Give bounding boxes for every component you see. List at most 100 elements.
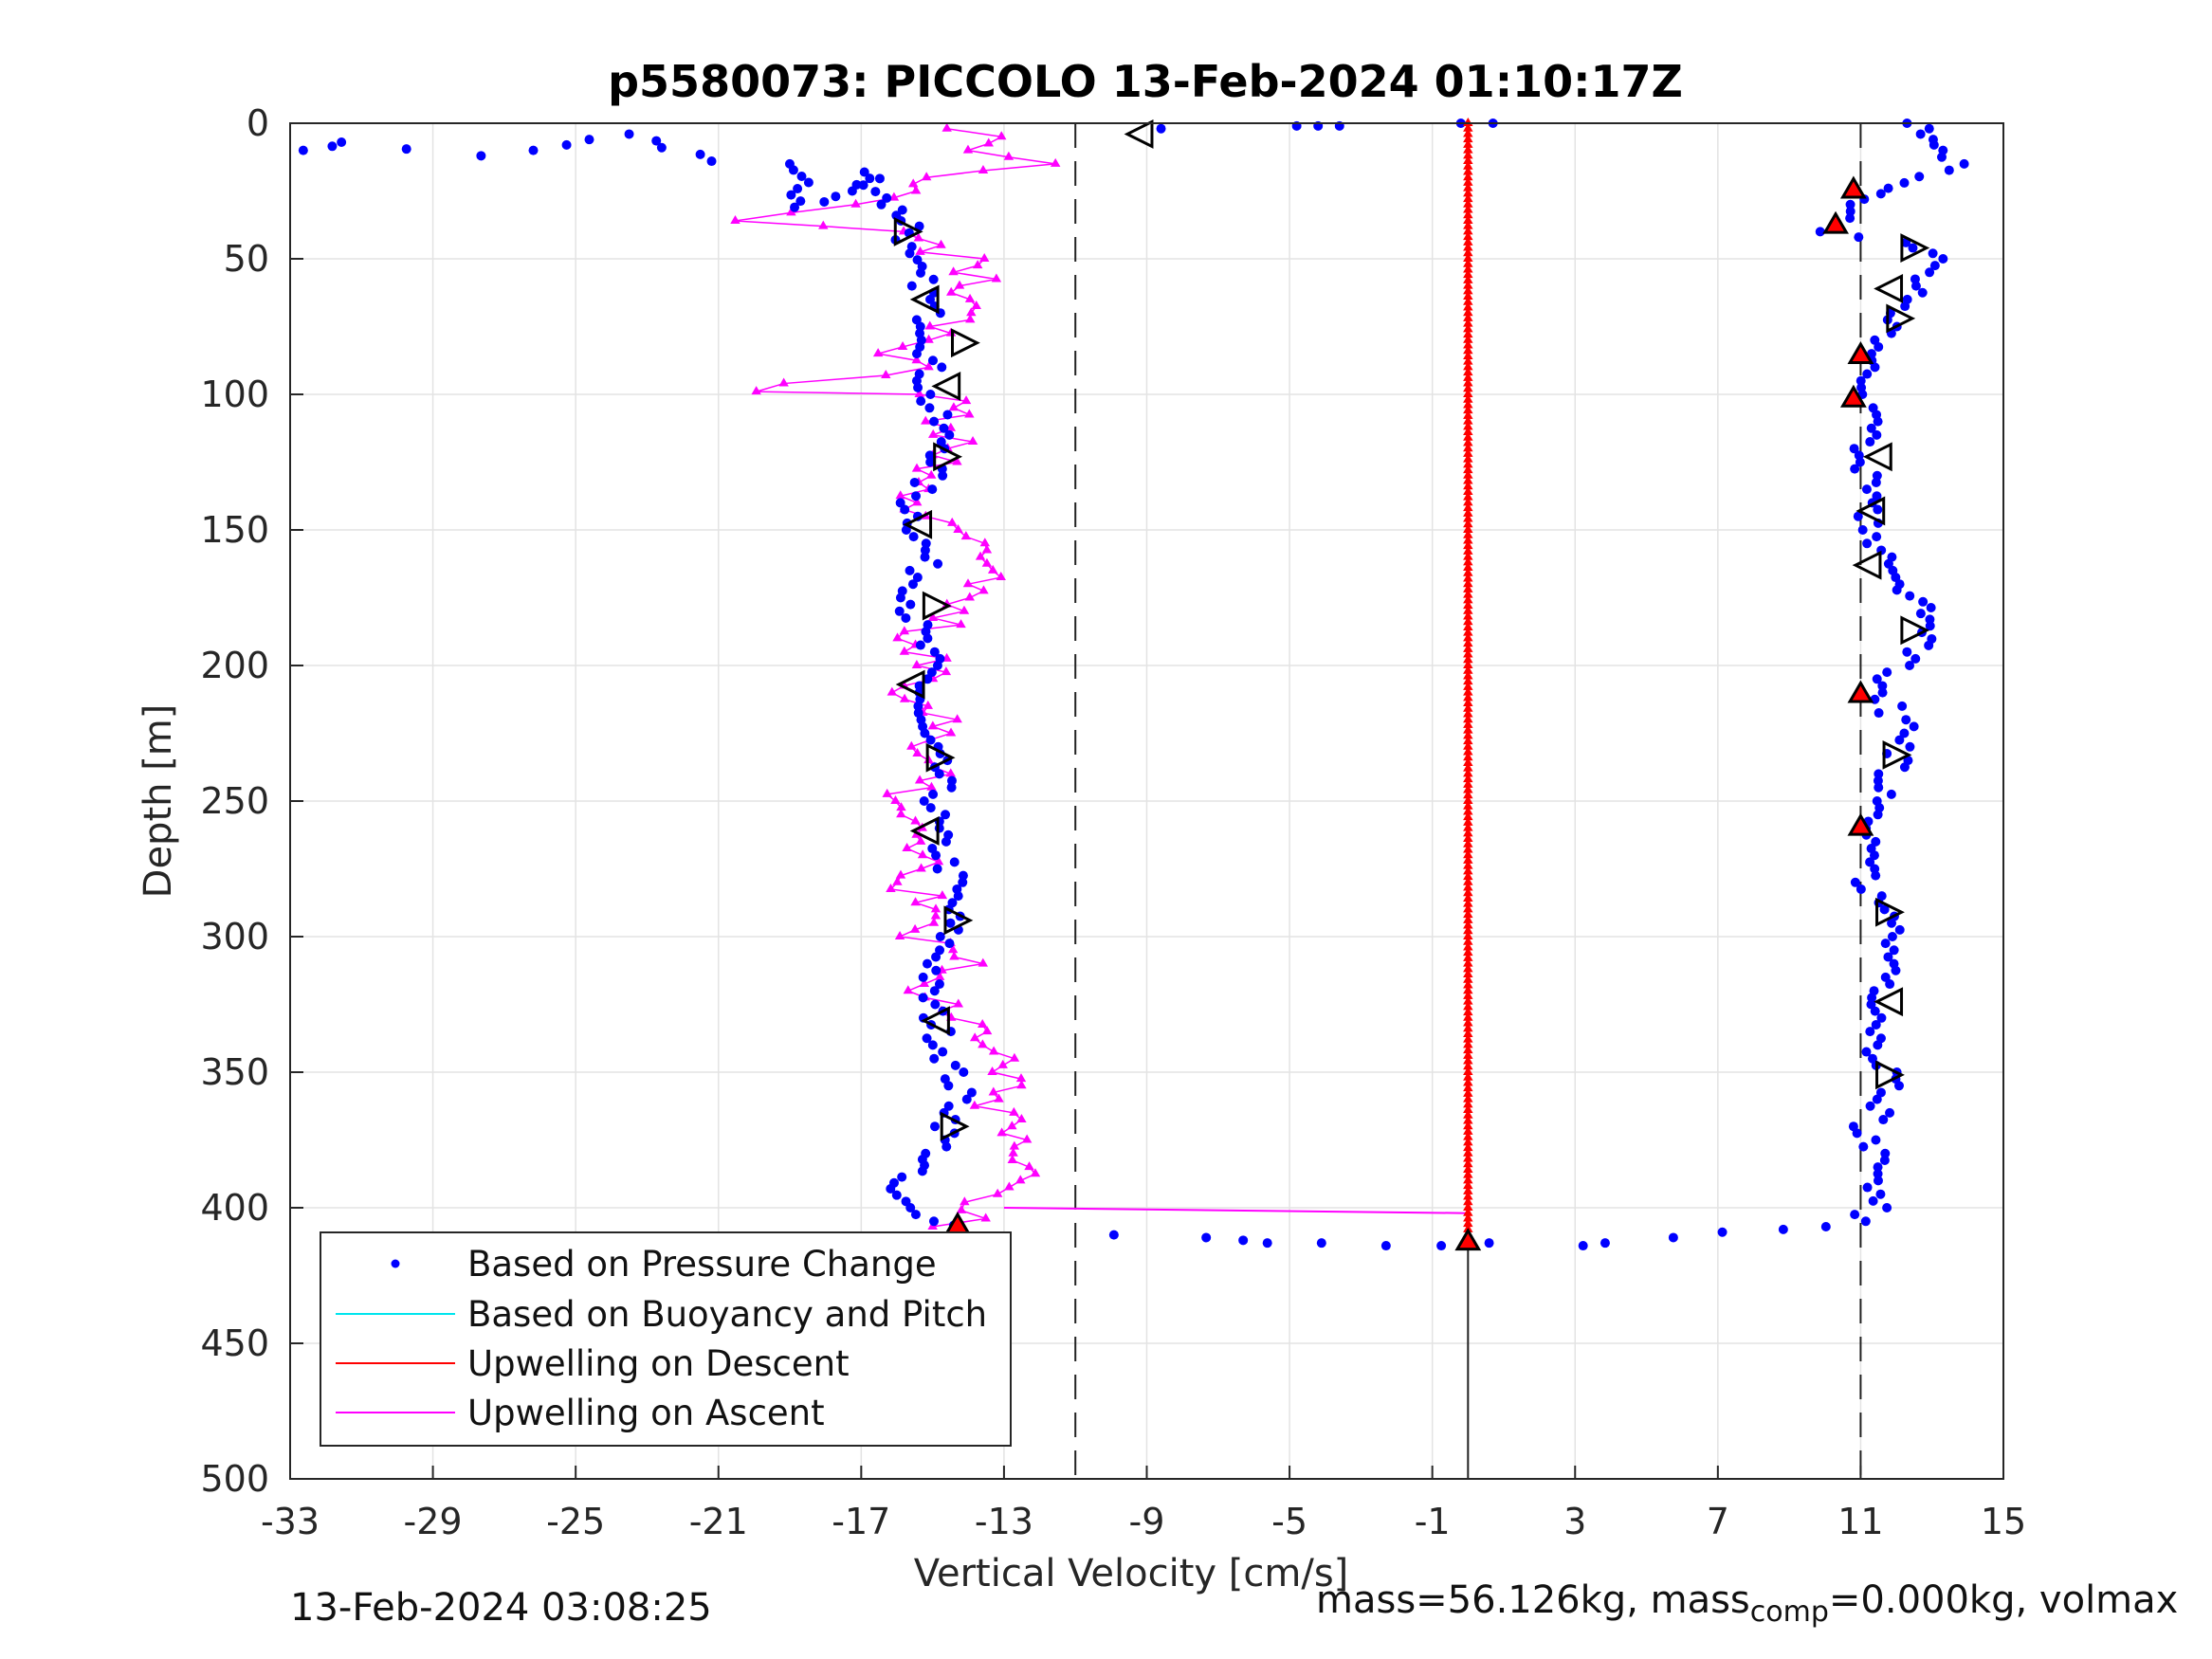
ascent-upwelling-point bbox=[962, 144, 974, 154]
descent-upwelling-point bbox=[1463, 176, 1473, 186]
pressure-change-point bbox=[928, 1216, 939, 1227]
descent-upwelling-point bbox=[1463, 844, 1473, 853]
descent-upwelling-point bbox=[1463, 698, 1473, 707]
descent-upwelling-point bbox=[1463, 1218, 1473, 1228]
ascent-upwelling-point bbox=[902, 843, 912, 852]
pressure-change-point bbox=[929, 1053, 940, 1064]
descent-upwelling-point bbox=[1463, 296, 1473, 305]
descent-upwelling-point bbox=[1463, 193, 1473, 203]
descent-upwelling-point bbox=[1463, 736, 1473, 745]
descent-upwelling-point bbox=[1463, 1142, 1473, 1152]
descent-upwelling-point bbox=[1463, 1137, 1473, 1146]
ascent-upwelling-point bbox=[962, 578, 974, 588]
ascent-upwelling-line bbox=[735, 127, 1056, 1228]
descent-upwelling-point bbox=[1463, 583, 1473, 592]
pressure-change-point bbox=[859, 167, 869, 177]
mass-subscript: comp bbox=[1749, 1595, 1829, 1629]
pressure-change-point bbox=[1875, 1087, 1886, 1098]
pressure-change-point bbox=[1865, 1027, 1875, 1037]
descent-upwelling-point bbox=[1463, 301, 1473, 311]
descent-upwelling-point bbox=[1463, 692, 1473, 702]
descent-upwelling-point bbox=[1463, 122, 1473, 132]
pressure-change-point bbox=[913, 382, 923, 392]
descent-upwelling-point bbox=[1463, 465, 1473, 474]
profile-marker bbox=[940, 1111, 970, 1141]
pressure-change-point bbox=[925, 390, 936, 399]
profile-marker bbox=[1875, 1060, 1905, 1090]
pressure-change-point bbox=[1849, 444, 1859, 454]
descent-upwelling-point bbox=[1463, 258, 1473, 267]
descent-upwelling-point bbox=[1463, 447, 1473, 457]
descent-upwelling-point bbox=[1463, 220, 1473, 229]
pressure-change-point bbox=[1888, 565, 1898, 575]
descent-upwelling-point bbox=[1463, 1191, 1473, 1200]
descent-upwelling-point bbox=[1463, 969, 1473, 978]
pressure-change-point bbox=[796, 171, 807, 181]
y-ticks: 0 50 100 150 200 250 300 350 400 450 500 bbox=[200, 102, 303, 1500]
pressure-change-point bbox=[1928, 248, 1938, 259]
pressure-change-point bbox=[966, 1087, 977, 1098]
ascent-upwelling-point bbox=[914, 389, 924, 397]
pressure-change-point bbox=[1879, 1155, 1890, 1165]
ascent-upwelling-point bbox=[751, 386, 761, 395]
ascent-upwelling-point bbox=[903, 985, 914, 994]
pressure-change-point bbox=[944, 429, 955, 440]
ascent-upwelling-point bbox=[911, 660, 923, 668]
ascent-upwelling-point bbox=[897, 340, 908, 350]
ascent-upwelling-point bbox=[981, 557, 993, 567]
descent-upwelling-point bbox=[1463, 702, 1473, 712]
descent-upwelling-point bbox=[1463, 811, 1473, 821]
pressure-change-point bbox=[1873, 775, 1883, 786]
pressure-change-point bbox=[895, 498, 905, 508]
descent-upwelling-point bbox=[1463, 1207, 1473, 1216]
pressure-change-point bbox=[1867, 1053, 1877, 1064]
pressure-change-point bbox=[1850, 877, 1860, 887]
ascent-upwelling-point bbox=[1008, 1147, 1018, 1157]
pressure-change-point bbox=[931, 850, 941, 861]
pressure-change-point bbox=[1927, 633, 1937, 644]
descent-upwelling-point bbox=[1463, 589, 1473, 598]
pressure-change-point bbox=[1238, 1235, 1249, 1246]
descent-upwelling-point bbox=[1463, 654, 1473, 664]
ascent-upwelling-point bbox=[911, 355, 922, 364]
ascent-upwelling-point bbox=[907, 178, 919, 188]
pressure-change-point bbox=[1924, 123, 1934, 134]
descent-upwelling-point bbox=[1463, 714, 1473, 723]
descent-upwelling-point bbox=[1463, 724, 1473, 734]
pressure-change-point bbox=[925, 294, 936, 304]
descent-upwelling-point bbox=[1463, 236, 1473, 246]
ascent-upwelling-point bbox=[960, 531, 972, 540]
pressure-change-point bbox=[938, 1047, 948, 1057]
descent-upwelling-point bbox=[1463, 778, 1473, 788]
x-tick-label: -9 bbox=[1129, 1501, 1165, 1542]
ascent-upwelling-point bbox=[978, 585, 989, 594]
descent-upwelling-point bbox=[1463, 740, 1473, 750]
pressure-change-point bbox=[931, 952, 941, 962]
descent-upwelling-point bbox=[1463, 1023, 1473, 1032]
pressure-change-point bbox=[927, 484, 938, 495]
descent-upwelling-point bbox=[1463, 1212, 1473, 1222]
pressure-change-point bbox=[1899, 728, 1910, 738]
chart-title: p5580073: PICCOLO 13-Feb-2024 01:10:17Z bbox=[608, 56, 1683, 107]
ascent-upwelling-point bbox=[912, 747, 923, 757]
ascent-upwelling-point bbox=[913, 232, 924, 242]
pressure-change-point bbox=[1717, 1227, 1728, 1237]
pressure-change-point bbox=[943, 1101, 954, 1111]
descent-upwelling-point bbox=[1463, 1039, 1473, 1048]
descent-upwelling-point bbox=[1463, 469, 1473, 479]
ascent-upwelling-point bbox=[1021, 1134, 1033, 1143]
descent-upwelling-point bbox=[1463, 1196, 1473, 1206]
descent-upwelling-point bbox=[1463, 627, 1473, 636]
red-marker bbox=[1839, 384, 1867, 408]
pressure-change-point bbox=[1905, 661, 1915, 670]
pressure-change-point bbox=[915, 640, 925, 650]
ascent-upwelling-point bbox=[910, 185, 922, 194]
descent-upwelling-point bbox=[1463, 421, 1473, 430]
pressure-change-point bbox=[917, 1166, 927, 1176]
pressure-change-point bbox=[905, 1203, 916, 1212]
pressure-change-point bbox=[1877, 681, 1888, 691]
pressure-change-point bbox=[1874, 782, 1884, 793]
pressure-change-point bbox=[1865, 1101, 1875, 1111]
descent-upwelling-point bbox=[1463, 377, 1473, 387]
pressure-change-point bbox=[1897, 701, 1908, 711]
